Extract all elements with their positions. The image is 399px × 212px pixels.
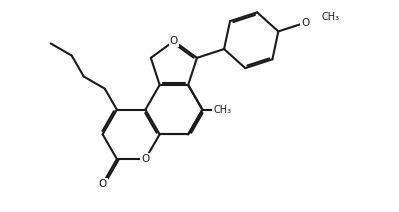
Text: CH₃: CH₃ bbox=[213, 105, 231, 115]
Text: O: O bbox=[141, 154, 150, 164]
Text: CH₃: CH₃ bbox=[322, 12, 340, 22]
Text: O: O bbox=[99, 179, 107, 189]
Text: O: O bbox=[170, 36, 178, 46]
Text: O: O bbox=[301, 18, 310, 28]
